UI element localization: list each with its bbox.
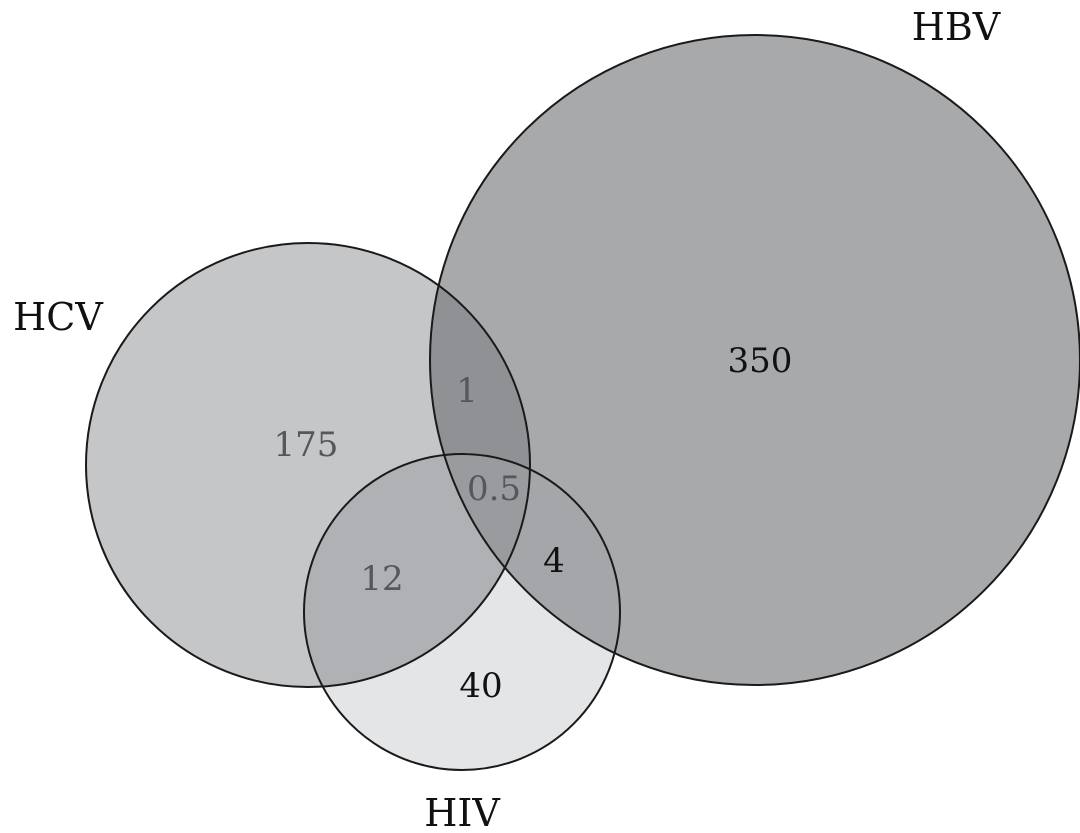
hbv-label: HBV xyxy=(912,5,1001,49)
hcv-only-value: 175 xyxy=(274,425,339,465)
hiv-only-value: 40 xyxy=(459,666,502,706)
hcv-hiv-overlap xyxy=(304,454,530,687)
hiv-outline xyxy=(303,453,621,771)
hbv-hiv-value: 4 xyxy=(543,541,565,581)
hcv-label: HCV xyxy=(13,295,103,339)
all-three-value: 0.5 xyxy=(467,469,521,509)
hcv-outline xyxy=(85,242,531,688)
hbv-outline xyxy=(429,34,1080,686)
hcv-hbv-value: 1 xyxy=(456,371,478,411)
hiv-label: HIV xyxy=(424,791,500,833)
hcv-hiv-value: 12 xyxy=(360,559,403,599)
hbv-only-value: 350 xyxy=(728,341,793,381)
